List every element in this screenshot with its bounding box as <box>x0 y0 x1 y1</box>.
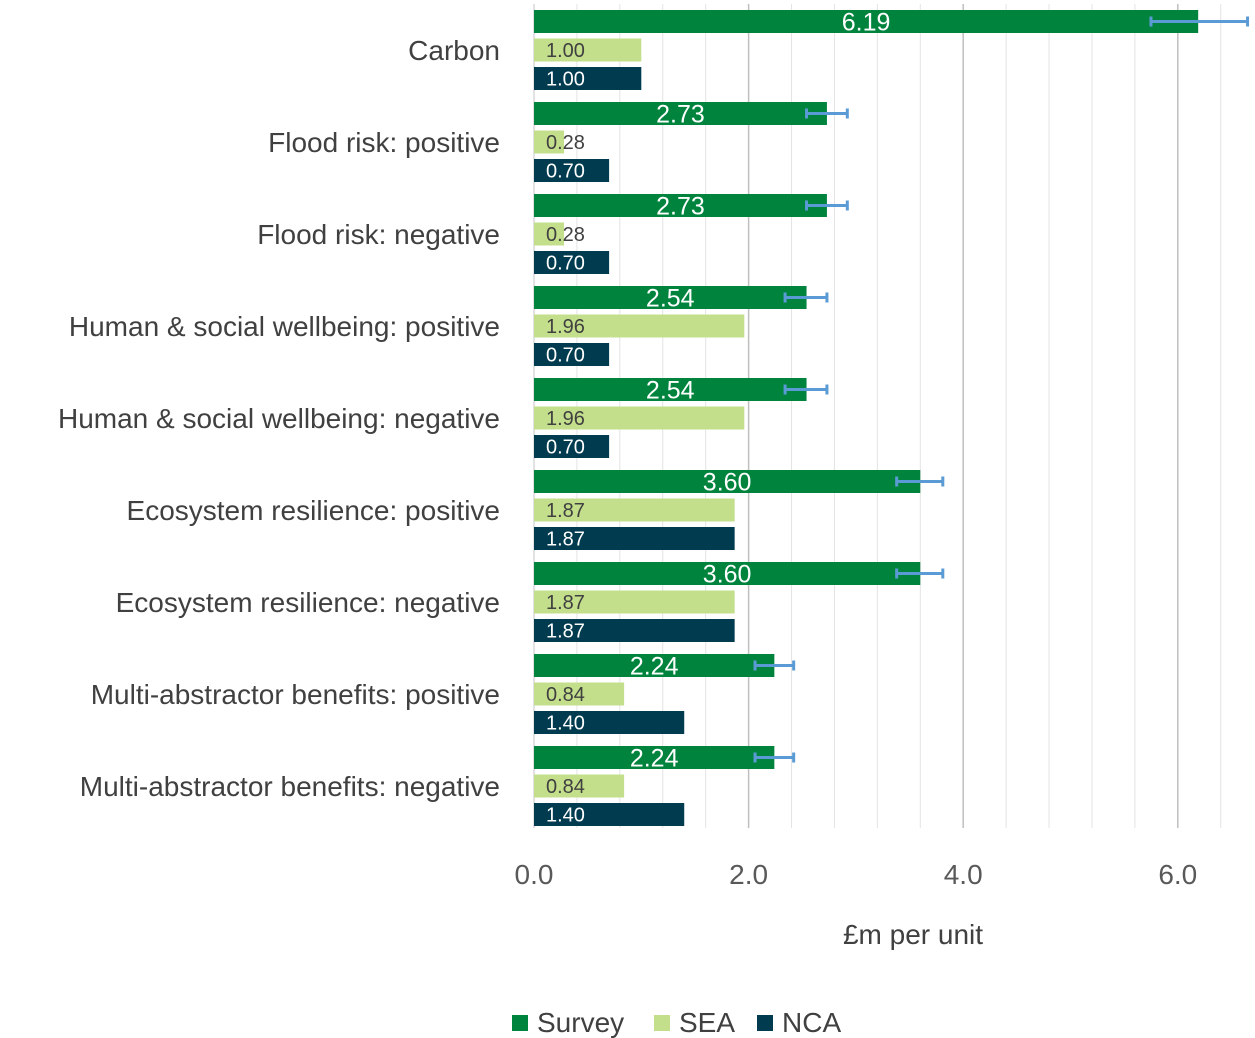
data-label-survey: 2.73 <box>656 193 705 221</box>
data-label-sea: 1.87 <box>546 500 585 522</box>
bar-nca <box>534 803 685 826</box>
bar-sea <box>534 590 735 614</box>
data-label-survey: 3.60 <box>703 469 752 497</box>
bar-survey <box>534 102 827 125</box>
bar-survey <box>534 562 921 585</box>
data-label-sea: 1.96 <box>546 408 585 430</box>
bar-survey <box>534 194 827 217</box>
data-label-sea: 0.84 <box>546 684 585 706</box>
x-axis: 0.0 2.0 4.0 6.0 <box>515 859 1198 890</box>
category-label: Multi-abstractor benefits: negative <box>80 771 500 802</box>
data-label-nca: 0.70 <box>546 253 585 275</box>
bar-survey <box>534 10 1199 33</box>
data-label-survey: 2.24 <box>630 653 679 681</box>
value-labels: 6.19 1.00 1.00 2.73 0.28 0.70 2.73 0.28 0.70 2.54… <box>546 9 890 827</box>
category-label: Flood risk: negative <box>257 219 500 250</box>
bar-nca <box>534 159 610 182</box>
bars <box>534 10 1199 826</box>
category-label: Human & social wellbeing: positive <box>69 311 500 342</box>
bar-nca <box>534 435 610 458</box>
data-label-survey: 2.54 <box>646 377 695 405</box>
data-label-sea: 0.84 <box>546 776 585 798</box>
category-label: Human & social wellbeing: negative <box>58 403 500 434</box>
data-label-survey: 3.60 <box>703 561 752 589</box>
bar-survey <box>534 470 921 493</box>
bar-sea <box>534 314 745 338</box>
bar-nca <box>534 67 642 90</box>
data-label-nca: 1.00 <box>546 69 585 91</box>
data-label-sea: 1.87 <box>546 592 585 614</box>
data-label-survey: 2.54 <box>646 285 695 313</box>
data-label-sea: 0.28 <box>546 224 585 246</box>
data-label-sea: 0.28 <box>546 132 585 154</box>
bar-survey <box>534 378 807 401</box>
legend: Survey SEA NCA <box>512 1007 841 1038</box>
x-tick-label: 6.0 <box>1158 859 1197 890</box>
legend-swatch-nca <box>757 1015 773 1031</box>
data-label-nca: 1.40 <box>546 805 585 827</box>
bar-survey <box>534 746 775 769</box>
bar-nca <box>534 527 735 550</box>
category-label: Ecosystem resilience: negative <box>116 587 500 618</box>
data-label-nca: 0.70 <box>546 437 585 459</box>
data-label-survey: 2.24 <box>630 745 679 773</box>
legend-swatch-sea <box>654 1015 670 1031</box>
x-tick-label: 0.0 <box>515 859 554 890</box>
bar-sea <box>534 498 735 522</box>
category-label: Carbon <box>408 35 500 66</box>
category-label: Multi-abstractor benefits: positive <box>91 679 500 710</box>
bar-sea <box>534 774 625 798</box>
category-label: Ecosystem resilience: positive <box>127 495 500 526</box>
x-tick-label: 4.0 <box>944 859 983 890</box>
category-label: Flood risk: positive <box>268 127 500 158</box>
bar-nca <box>534 343 610 366</box>
category-labels: Carbon Flood risk: positive Flood risk: ne… <box>58 35 500 802</box>
bar-survey <box>534 654 775 677</box>
data-label-nca: 1.40 <box>546 713 585 735</box>
legend-swatch-survey <box>512 1015 528 1031</box>
data-label-sea: 1.96 <box>546 316 585 338</box>
legend-label-nca: NCA <box>782 1007 841 1038</box>
data-label-survey: 6.19 <box>842 9 891 37</box>
bar-nca <box>534 619 735 642</box>
bar-sea <box>534 38 642 62</box>
data-label-nca: 0.70 <box>546 161 585 183</box>
data-label-sea: 1.00 <box>546 40 585 62</box>
bar-sea <box>534 130 565 154</box>
legend-label-sea: SEA <box>679 1007 735 1038</box>
error-bars <box>753 16 1250 763</box>
bar-survey <box>534 286 807 309</box>
data-label-nca: 1.87 <box>546 529 585 551</box>
bar-nca <box>534 251 610 274</box>
data-label-survey: 2.73 <box>656 101 705 129</box>
bar-sea <box>534 682 625 706</box>
x-tick-label: 2.0 <box>729 859 768 890</box>
bar-sea <box>534 222 565 246</box>
x-axis-title: £m per unit <box>843 919 983 950</box>
bar-sea <box>534 406 745 430</box>
data-label-nca: 0.70 <box>546 345 585 367</box>
bar-nca <box>534 711 685 734</box>
data-label-nca: 1.87 <box>546 621 585 643</box>
legend-label-survey: Survey <box>537 1007 624 1038</box>
